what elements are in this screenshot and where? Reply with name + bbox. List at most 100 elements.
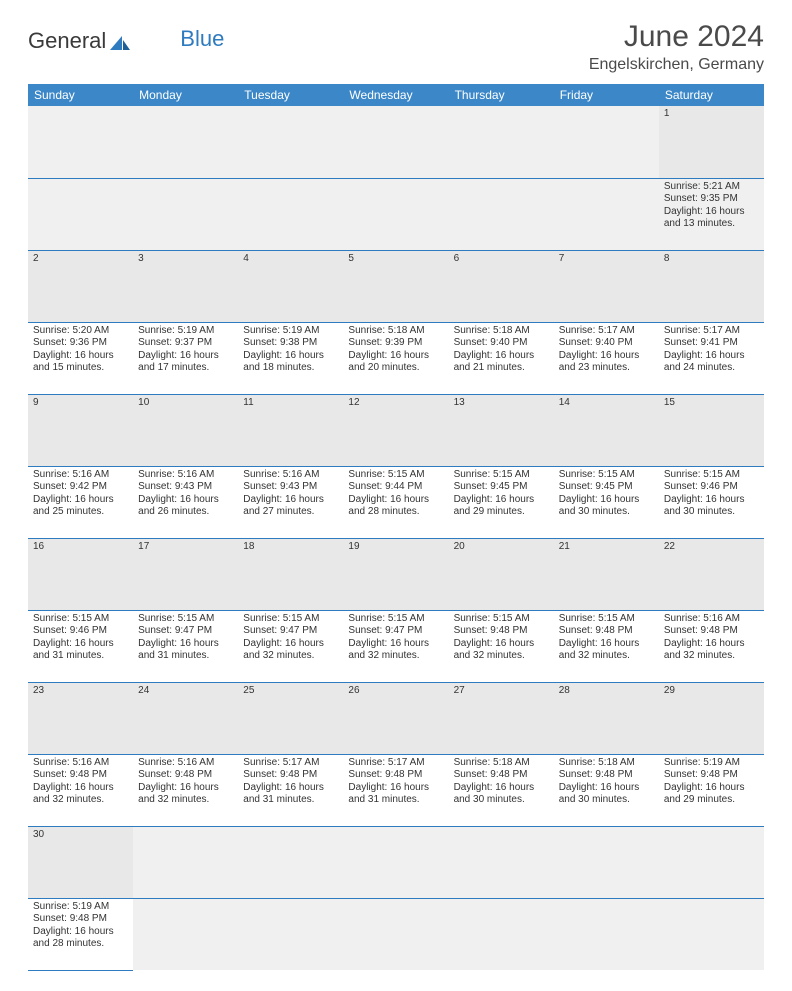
day-content-cell: Sunrise: 5:15 AMSunset: 9:46 PMDaylight:… <box>659 466 764 538</box>
day-number-cell <box>659 826 764 898</box>
weekday-header: Saturday <box>659 84 764 106</box>
day-content-cell <box>133 898 238 970</box>
sail-icon <box>108 32 132 50</box>
day-number-cell: 8 <box>659 250 764 322</box>
day-content-cell: Sunrise: 5:18 AMSunset: 9:48 PMDaylight:… <box>449 754 554 826</box>
day-number-cell <box>238 826 343 898</box>
day-number-cell: 19 <box>343 538 448 610</box>
day-content-cell <box>659 898 764 970</box>
day-number-cell: 4 <box>238 250 343 322</box>
day-number-cell: 13 <box>449 394 554 466</box>
calendar-page: General Blue June 2024 Engelskirchen, Ge… <box>0 0 792 991</box>
day-content-cell: Sunrise: 5:15 AMSunset: 9:46 PMDaylight:… <box>28 610 133 682</box>
weekday-header: Tuesday <box>238 84 343 106</box>
day-number-cell <box>554 826 659 898</box>
day-content-cell: Sunrise: 5:16 AMSunset: 9:48 PMDaylight:… <box>28 754 133 826</box>
logo-text-2: Blue <box>180 26 224 52</box>
day-number-cell <box>238 106 343 178</box>
day-content-cell <box>28 178 133 250</box>
day-content-cell: Sunrise: 5:16 AMSunset: 9:43 PMDaylight:… <box>238 466 343 538</box>
day-number-cell <box>343 826 448 898</box>
day-number-cell: 5 <box>343 250 448 322</box>
day-content-cell: Sunrise: 5:17 AMSunset: 9:40 PMDaylight:… <box>554 322 659 394</box>
day-content-cell: Sunrise: 5:17 AMSunset: 9:41 PMDaylight:… <box>659 322 764 394</box>
calendar-table: SundayMondayTuesdayWednesdayThursdayFrid… <box>28 84 764 971</box>
day-number-cell: 12 <box>343 394 448 466</box>
day-number-cell <box>133 826 238 898</box>
day-number-cell: 22 <box>659 538 764 610</box>
day-number-cell <box>449 826 554 898</box>
day-number-cell: 20 <box>449 538 554 610</box>
logo-text-1: General <box>28 28 106 54</box>
day-content-cell: Sunrise: 5:16 AMSunset: 9:42 PMDaylight:… <box>28 466 133 538</box>
day-content-cell: Sunrise: 5:16 AMSunset: 9:48 PMDaylight:… <box>659 610 764 682</box>
day-content-cell: Sunrise: 5:17 AMSunset: 9:48 PMDaylight:… <box>238 754 343 826</box>
day-content-cell: Sunrise: 5:16 AMSunset: 9:43 PMDaylight:… <box>133 466 238 538</box>
day-number-cell: 7 <box>554 250 659 322</box>
weekday-header: Wednesday <box>343 84 448 106</box>
location-label: Engelskirchen, Germany <box>589 56 764 74</box>
month-title: June 2024 <box>589 20 764 54</box>
calendar-header-row: SundayMondayTuesdayWednesdayThursdayFrid… <box>28 84 764 106</box>
day-number-cell: 25 <box>238 682 343 754</box>
brand-logo: General Blue <box>28 20 224 54</box>
day-number-cell: 30 <box>28 826 133 898</box>
day-number-cell <box>343 106 448 178</box>
day-content-cell: Sunrise: 5:19 AMSunset: 9:48 PMDaylight:… <box>659 754 764 826</box>
day-content-cell: Sunrise: 5:17 AMSunset: 9:48 PMDaylight:… <box>343 754 448 826</box>
day-number-cell: 21 <box>554 538 659 610</box>
day-content-cell <box>343 178 448 250</box>
day-number-cell: 6 <box>449 250 554 322</box>
day-content-cell: Sunrise: 5:15 AMSunset: 9:48 PMDaylight:… <box>449 610 554 682</box>
day-number-cell: 9 <box>28 394 133 466</box>
day-number-cell <box>133 106 238 178</box>
day-number-cell <box>554 106 659 178</box>
day-content-cell: Sunrise: 5:19 AMSunset: 9:48 PMDaylight:… <box>28 898 133 970</box>
day-number-cell: 2 <box>28 250 133 322</box>
day-number-cell: 10 <box>133 394 238 466</box>
day-number-cell: 24 <box>133 682 238 754</box>
day-content-cell <box>449 178 554 250</box>
day-content-cell: Sunrise: 5:19 AMSunset: 9:38 PMDaylight:… <box>238 322 343 394</box>
day-number-cell: 1 <box>659 106 764 178</box>
day-number-cell: 14 <box>554 394 659 466</box>
weekday-header: Monday <box>133 84 238 106</box>
day-number-cell: 15 <box>659 394 764 466</box>
day-content-cell: Sunrise: 5:16 AMSunset: 9:48 PMDaylight:… <box>133 754 238 826</box>
weekday-header: Thursday <box>449 84 554 106</box>
day-content-cell: Sunrise: 5:15 AMSunset: 9:47 PMDaylight:… <box>133 610 238 682</box>
day-content-cell <box>343 898 448 970</box>
day-content-cell: Sunrise: 5:18 AMSunset: 9:39 PMDaylight:… <box>343 322 448 394</box>
title-block: June 2024 Engelskirchen, Germany <box>589 20 764 74</box>
day-content-cell: Sunrise: 5:18 AMSunset: 9:48 PMDaylight:… <box>554 754 659 826</box>
day-content-cell <box>238 898 343 970</box>
day-content-cell: Sunrise: 5:15 AMSunset: 9:48 PMDaylight:… <box>554 610 659 682</box>
day-number-cell: 29 <box>659 682 764 754</box>
day-content-cell: Sunrise: 5:15 AMSunset: 9:47 PMDaylight:… <box>238 610 343 682</box>
day-number-cell: 18 <box>238 538 343 610</box>
weekday-header: Friday <box>554 84 659 106</box>
day-content-cell: Sunrise: 5:15 AMSunset: 9:45 PMDaylight:… <box>449 466 554 538</box>
day-content-cell <box>449 898 554 970</box>
day-number-cell: 17 <box>133 538 238 610</box>
page-header: General Blue June 2024 Engelskirchen, Ge… <box>28 20 764 74</box>
day-number-cell: 11 <box>238 394 343 466</box>
day-content-cell <box>133 178 238 250</box>
day-content-cell <box>554 178 659 250</box>
weekday-header: Sunday <box>28 84 133 106</box>
day-content-cell: Sunrise: 5:15 AMSunset: 9:44 PMDaylight:… <box>343 466 448 538</box>
day-number-cell: 27 <box>449 682 554 754</box>
day-number-cell: 26 <box>343 682 448 754</box>
day-number-cell <box>449 106 554 178</box>
day-content-cell: Sunrise: 5:20 AMSunset: 9:36 PMDaylight:… <box>28 322 133 394</box>
day-number-cell: 16 <box>28 538 133 610</box>
day-content-cell <box>554 898 659 970</box>
day-number-cell: 23 <box>28 682 133 754</box>
day-content-cell: Sunrise: 5:19 AMSunset: 9:37 PMDaylight:… <box>133 322 238 394</box>
day-content-cell: Sunrise: 5:18 AMSunset: 9:40 PMDaylight:… <box>449 322 554 394</box>
day-content-cell: Sunrise: 5:15 AMSunset: 9:45 PMDaylight:… <box>554 466 659 538</box>
day-number-cell: 28 <box>554 682 659 754</box>
day-number-cell <box>28 106 133 178</box>
day-content-cell: Sunrise: 5:15 AMSunset: 9:47 PMDaylight:… <box>343 610 448 682</box>
day-number-cell: 3 <box>133 250 238 322</box>
